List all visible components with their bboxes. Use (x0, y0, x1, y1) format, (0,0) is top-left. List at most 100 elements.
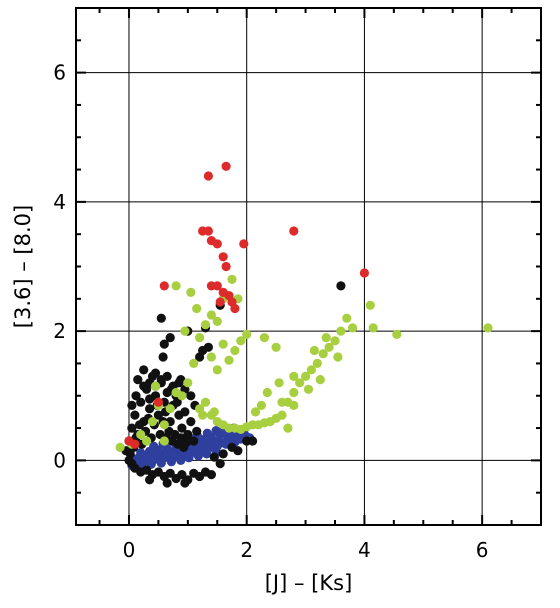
data-point-green (224, 355, 234, 365)
data-point-green (136, 429, 146, 440)
y-tick-label: 6 (53, 61, 66, 85)
data-point-green (271, 342, 281, 352)
data-point-red (289, 226, 299, 236)
data-point-green (306, 365, 316, 375)
data-point-green (315, 375, 325, 385)
data-point-black (186, 417, 196, 427)
data-point-green (236, 336, 246, 346)
data-point-black (233, 446, 243, 456)
data-point-green (336, 326, 346, 336)
data-point-black (180, 407, 190, 417)
data-point-green (242, 329, 252, 339)
data-point-green (289, 387, 299, 398)
data-point-black (165, 333, 175, 343)
data-point-green (289, 400, 299, 410)
data-point-green (189, 358, 199, 368)
data-point-blue (166, 457, 176, 467)
data-point-black (177, 423, 187, 433)
data-point-black (145, 394, 155, 404)
data-point-green (289, 371, 299, 381)
data-point-red (359, 268, 369, 278)
data-point-black (180, 478, 190, 488)
data-point-black (139, 365, 149, 375)
data-point-black (165, 468, 175, 478)
x-tick-label: 0 (123, 538, 136, 562)
data-point-green (171, 281, 181, 291)
y-tick-label: 4 (53, 190, 66, 214)
data-point-green (218, 339, 228, 349)
data-point-black (248, 436, 258, 446)
data-point-green (277, 397, 287, 407)
data-point-green (262, 387, 272, 398)
data-point-green (368, 323, 378, 333)
data-points (115, 161, 493, 488)
data-point-red (159, 281, 169, 291)
data-point-red (203, 226, 213, 236)
data-point-black (131, 391, 141, 401)
data-point-green (330, 336, 340, 346)
data-point-green (283, 423, 293, 433)
data-point-green (200, 320, 211, 330)
data-point-green (209, 407, 219, 417)
data-point-black (139, 381, 149, 391)
data-point-red (203, 171, 213, 181)
data-point-black (135, 420, 145, 430)
data-point-red (221, 261, 231, 272)
data-point-black (189, 436, 199, 446)
data-point-black (176, 375, 186, 385)
data-point-black (145, 475, 155, 485)
data-point-green (303, 384, 314, 394)
data-point-green (250, 407, 261, 417)
data-point-red (230, 303, 240, 314)
data-point-green (324, 342, 334, 352)
y-tick-label: 0 (53, 448, 66, 472)
data-point-green (312, 358, 322, 368)
x-axis-label: [J] – [Ks] (265, 571, 353, 595)
x-tick-label: 6 (476, 538, 489, 562)
data-point-red (239, 239, 249, 249)
data-point-blue (136, 448, 146, 458)
y-axis-label: [3.6] – [8.0] (11, 205, 35, 328)
data-point-green (309, 345, 319, 356)
data-point-green (259, 333, 269, 343)
data-point-black (158, 352, 168, 362)
data-point-blue (184, 453, 194, 463)
data-point-green (256, 400, 266, 410)
x-tick-label: 4 (358, 538, 371, 562)
data-point-blue (211, 426, 221, 436)
data-point-green (483, 323, 493, 333)
data-point-green (142, 436, 152, 446)
data-point-black (218, 449, 228, 459)
data-point-blue (202, 449, 212, 459)
data-point-green (192, 303, 202, 314)
data-point-green (115, 442, 125, 452)
data-point-red (212, 281, 222, 291)
data-point-green (147, 417, 158, 427)
plot-frame (75, 7, 542, 526)
data-point-black (215, 459, 225, 469)
data-point-green (195, 333, 205, 343)
data-point-black (206, 470, 216, 480)
data-point-green (277, 410, 287, 420)
data-point-blue (176, 455, 186, 465)
data-point-green (212, 316, 222, 326)
data-point-green (180, 326, 190, 336)
data-point-black (150, 368, 161, 378)
data-point-green (159, 420, 169, 430)
data-point-green (159, 436, 169, 446)
data-point-green (198, 410, 208, 420)
data-point-green (333, 352, 343, 362)
data-point-green (227, 274, 237, 284)
data-point-green (150, 381, 161, 391)
data-point-green (206, 352, 216, 362)
data-point-black (162, 478, 172, 488)
data-point-green (183, 378, 193, 388)
data-point-black (145, 404, 155, 414)
data-point-red (215, 297, 225, 307)
data-point-black (159, 339, 169, 349)
data-point-green (186, 287, 196, 297)
data-point-green (365, 300, 375, 310)
data-point-blue (156, 458, 166, 468)
data-point-black (182, 437, 192, 447)
